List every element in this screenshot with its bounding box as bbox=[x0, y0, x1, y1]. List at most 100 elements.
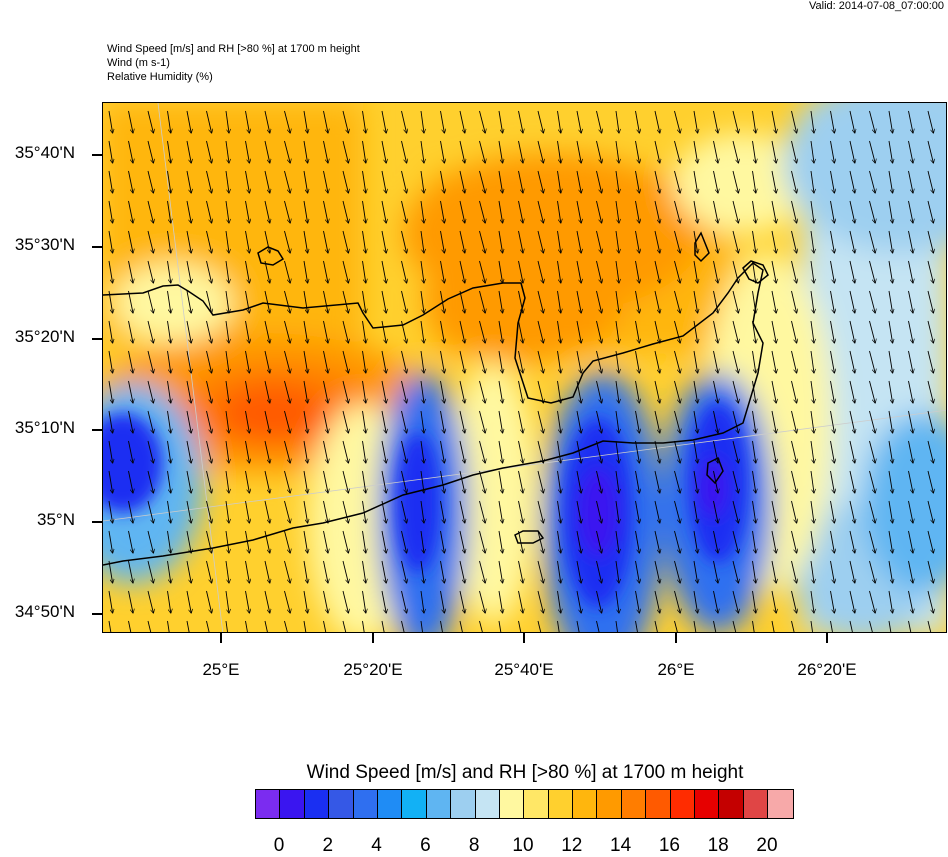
wind-arrow bbox=[693, 500, 698, 523]
wind-arrow bbox=[401, 470, 407, 493]
wind-arrow bbox=[264, 170, 270, 193]
wind-arrow bbox=[713, 500, 719, 523]
wind-arrow bbox=[264, 140, 270, 163]
wind-arrow bbox=[810, 350, 814, 373]
lat-label-35: 35°N bbox=[37, 510, 75, 529]
wind-arrow bbox=[284, 440, 291, 463]
wind-arrow bbox=[713, 380, 719, 403]
wind-arrow bbox=[225, 200, 229, 223]
wind-arrow bbox=[167, 440, 171, 463]
wind-arrow bbox=[479, 260, 486, 283]
wind-arrow bbox=[810, 500, 814, 523]
wind-arrow bbox=[245, 110, 250, 133]
wind-arrow bbox=[284, 560, 291, 583]
wind-arrow bbox=[518, 140, 524, 163]
wind-arrow bbox=[108, 620, 112, 632]
wind-arrow bbox=[654, 470, 660, 493]
wind-arrow bbox=[927, 380, 933, 403]
wind-arrow bbox=[849, 320, 855, 343]
wind-arrow bbox=[420, 590, 424, 613]
wind-arrow bbox=[381, 110, 386, 133]
wind-arrow bbox=[440, 440, 445, 463]
wind-arrow bbox=[381, 350, 386, 373]
wind-arrow bbox=[830, 230, 835, 253]
wind-arrow bbox=[440, 590, 445, 613]
wind-arrow bbox=[752, 170, 756, 193]
wind-arrow bbox=[264, 260, 270, 283]
wind-arrow bbox=[167, 170, 171, 193]
wind-arrow bbox=[206, 530, 212, 553]
wind-arrow bbox=[128, 170, 134, 193]
wind-arrow bbox=[537, 440, 543, 463]
wind-arrow bbox=[557, 320, 561, 343]
wind-arrow bbox=[381, 380, 386, 403]
wind-arrow bbox=[479, 320, 486, 343]
wind-arrow bbox=[206, 560, 212, 583]
wind-arrow bbox=[264, 230, 270, 253]
colorbar-swatch bbox=[573, 790, 598, 818]
wind-arrow bbox=[186, 170, 191, 193]
lat-tick bbox=[92, 154, 102, 156]
wind-arrow bbox=[693, 560, 698, 583]
colorbar-swatch bbox=[280, 790, 305, 818]
wind-arrow bbox=[284, 620, 288, 632]
wind-arrow bbox=[245, 320, 250, 343]
wind-arrow bbox=[908, 350, 914, 373]
wind-arrow bbox=[498, 500, 503, 523]
wind-arrow bbox=[732, 170, 738, 193]
wind-arrow bbox=[791, 590, 797, 613]
wind-arrow bbox=[225, 350, 229, 373]
wind-arrow bbox=[186, 350, 191, 373]
wind-arrow bbox=[167, 590, 171, 613]
wind-arrow bbox=[225, 110, 229, 133]
wind-arrow bbox=[908, 200, 914, 223]
wind-arrow bbox=[771, 410, 776, 433]
wind-arrow bbox=[693, 440, 698, 463]
wind-arrow bbox=[381, 470, 386, 493]
wind-arrow bbox=[927, 350, 933, 373]
wind-arrow bbox=[303, 110, 308, 133]
wind-arrow bbox=[537, 230, 543, 253]
wind-arrow bbox=[284, 500, 291, 523]
wind-arrow bbox=[401, 440, 407, 463]
wind-arrow bbox=[654, 500, 660, 523]
wind-arrow bbox=[362, 260, 366, 283]
wind-arrow bbox=[771, 230, 776, 253]
wind-arrow bbox=[401, 320, 407, 343]
wind-arrow bbox=[342, 320, 348, 343]
wind-arrow bbox=[186, 500, 191, 523]
wind-arrow bbox=[713, 590, 719, 613]
wind-arrow bbox=[830, 470, 835, 493]
wind-arrow bbox=[615, 140, 619, 163]
wind-arrow bbox=[771, 440, 776, 463]
wind-arrow bbox=[810, 200, 814, 223]
wind-arrow bbox=[654, 530, 660, 553]
wind-arrow bbox=[459, 380, 465, 403]
wind-arrow bbox=[264, 350, 270, 373]
wind-arrow bbox=[693, 620, 697, 632]
wind-arrow bbox=[128, 530, 134, 553]
wind-arrow bbox=[459, 470, 465, 493]
wind-arrow bbox=[401, 110, 407, 133]
header-line-1: Wind Speed [m/s] and RH [>80 %] at 1700 … bbox=[107, 43, 360, 55]
wind-arrow bbox=[849, 170, 855, 193]
wind-arrow bbox=[498, 230, 503, 253]
wind-arrow bbox=[908, 530, 914, 553]
wind-arrow bbox=[362, 200, 366, 223]
wind-arrow bbox=[323, 290, 329, 313]
wind-arrow bbox=[810, 230, 814, 253]
wind-arrow bbox=[323, 560, 329, 583]
wind-arrow bbox=[869, 140, 876, 163]
wind-arrow bbox=[284, 350, 291, 373]
wind-arrow bbox=[323, 110, 329, 133]
colorbar-swatch bbox=[256, 790, 281, 818]
wind-arrow bbox=[245, 170, 250, 193]
wind-arrow bbox=[713, 530, 719, 553]
wind-arrow bbox=[459, 500, 465, 523]
wind-arrow bbox=[498, 170, 503, 193]
wind-arrow bbox=[732, 560, 738, 583]
wind-arrow bbox=[615, 230, 619, 253]
wind-arrow bbox=[810, 620, 813, 632]
wind-arrow bbox=[323, 410, 329, 433]
wind-arrow bbox=[596, 500, 602, 523]
